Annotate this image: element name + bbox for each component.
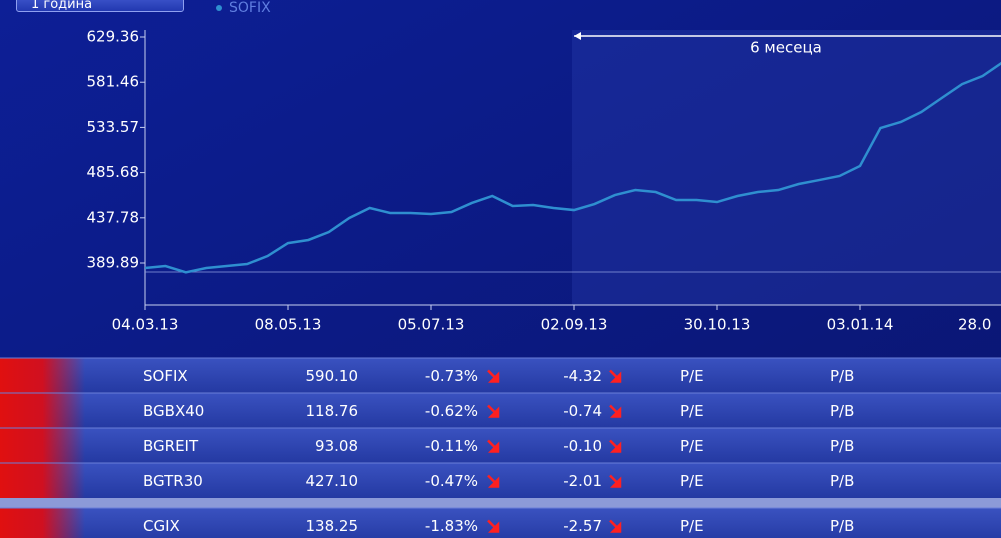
table-cell: 427.10: [306, 472, 359, 490]
table-cell: BGTR30: [143, 472, 203, 490]
down-arrow: [609, 474, 622, 488]
x-tick-label: 28.0: [958, 316, 991, 334]
table-cell: -0.10: [563, 437, 602, 455]
table-row: [0, 428, 1001, 463]
table-row: [0, 508, 1001, 538]
down-arrow: [487, 369, 500, 383]
data-line: [144, 61, 1001, 274]
row-marker: [0, 428, 85, 463]
down-arrow: [487, 519, 500, 533]
table-cell: P/E: [680, 367, 704, 385]
table-cell: BGREIT: [143, 437, 199, 455]
down-arrow: [609, 404, 622, 418]
table-cell: BGBX40: [143, 402, 204, 420]
table-cell: -0.73%: [425, 367, 478, 385]
down-arrow: [487, 404, 500, 418]
table-cell: -4.32: [563, 367, 602, 385]
down-arrow: [609, 519, 622, 533]
x-tick-label: 04.03.13: [112, 316, 179, 334]
x-tick-label: 30.10.13: [684, 316, 751, 334]
row-marker: [0, 463, 85, 498]
table-cell: -0.74: [563, 402, 602, 420]
table-cell: P/E: [680, 437, 704, 455]
down-arrow: [609, 439, 622, 453]
legend-marker: [216, 5, 222, 11]
table-cell: -2.01: [563, 472, 602, 490]
annotation-arrow-head: [574, 32, 581, 40]
table-cell: P/E: [680, 472, 704, 490]
table-cell: 590.10: [306, 367, 359, 385]
y-tick-label: 581.46: [87, 73, 140, 91]
table-cell: P/E: [680, 517, 704, 535]
table-cell: -2.57: [563, 517, 602, 535]
down-arrow: [609, 369, 622, 383]
period-button[interactable]: 1 година: [16, 0, 184, 12]
table-cell: P/B: [830, 367, 854, 385]
x-tick-label: 08.05.13: [255, 316, 322, 334]
table-cell: -0.11%: [425, 437, 478, 455]
row-marker: [0, 358, 85, 393]
row-marker: [0, 508, 85, 538]
x-tick-label: 03.01.14: [827, 316, 894, 334]
y-tick-label: 629.36: [87, 28, 140, 46]
down-arrow: [487, 474, 500, 488]
row-marker: [0, 393, 85, 428]
table-cell: P/B: [830, 437, 854, 455]
y-tick-label: 485.68: [87, 163, 140, 181]
table-row: [0, 463, 1001, 498]
table-cell: SOFIX: [143, 367, 188, 385]
annotation: 6 месеца: [750, 39, 822, 57]
table-cell: P/B: [830, 472, 854, 490]
table-row: [0, 358, 1001, 393]
table-cell: CGIX: [143, 517, 180, 535]
table-cell: -0.62%: [425, 402, 478, 420]
table-separator: [0, 498, 1001, 508]
y-tick-label: 437.78: [87, 208, 140, 226]
y-tick-label: 533.57: [87, 118, 140, 136]
table-cell: 118.76: [306, 402, 359, 420]
table-cell: P/E: [680, 402, 704, 420]
highlight-period: [572, 30, 1001, 305]
table-cell: -1.83%: [425, 517, 478, 535]
table-cell: 138.25: [306, 517, 359, 535]
table-cell: -0.47%: [425, 472, 478, 490]
down-arrow: [487, 439, 500, 453]
x-tick-label: 05.07.13: [398, 316, 465, 334]
x-tick-label: 02.09.13: [541, 316, 608, 334]
y-tick-label: 389.89: [87, 254, 140, 272]
table-cell: P/B: [830, 517, 854, 535]
table-cell: P/B: [830, 402, 854, 420]
table-cell: 93.08: [315, 437, 358, 455]
legend-label: SOFIX: [229, 0, 271, 16]
table-row: [0, 393, 1001, 428]
